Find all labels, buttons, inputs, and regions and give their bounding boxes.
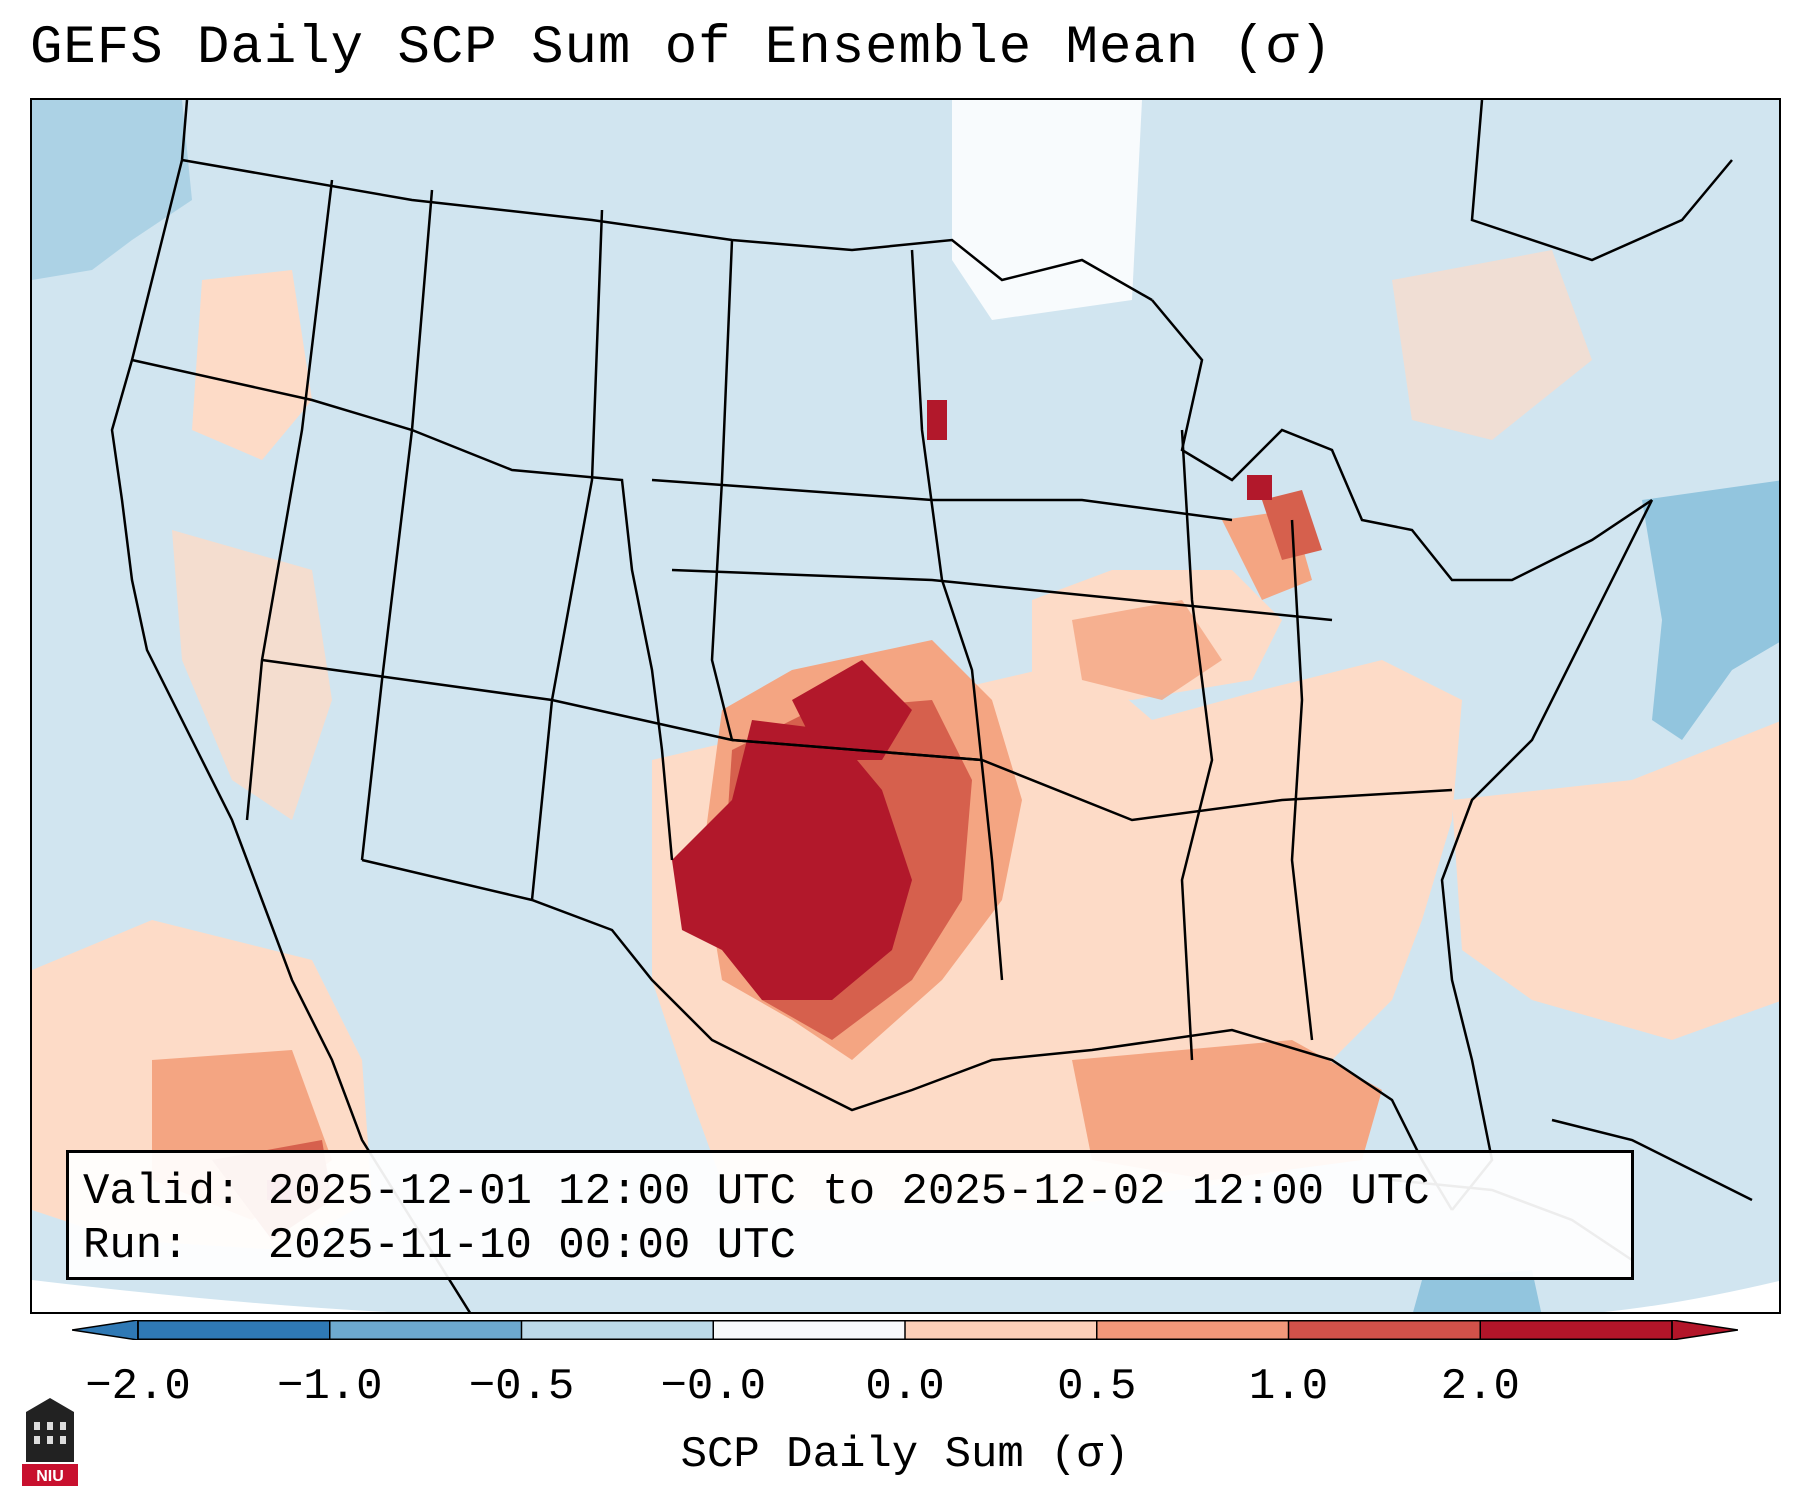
central-horizontal-line bbox=[651, 478, 1233, 522]
caribbean-islands-outline bbox=[1551, 1118, 1753, 1202]
light-positive-atlantic bbox=[1452, 721, 1779, 1040]
colorbar-segment bbox=[1096, 1320, 1289, 1340]
rocky-state-line bbox=[530, 209, 604, 901]
colorbar-tick-label: −0.0 bbox=[660, 1362, 767, 1412]
negative-patch-pacific bbox=[32, 100, 192, 280]
colorbar-segment bbox=[138, 1320, 331, 1340]
boundaries bbox=[110, 100, 1753, 1312]
colorbar bbox=[72, 1320, 1738, 1340]
colorbar-tick-label: −0.5 bbox=[468, 1362, 575, 1412]
max-positive-core bbox=[672, 720, 912, 1000]
run-row: Run: 2025-11-10 00:00 UTC bbox=[83, 1219, 1617, 1273]
colorbar-segment bbox=[329, 1320, 522, 1340]
valid-value: 2025-12-01 12:00 UTC to 2025-12-02 12:00… bbox=[267, 1167, 1430, 1217]
light-positive-northwest bbox=[192, 270, 312, 460]
colorbar-extend-max bbox=[1671, 1320, 1738, 1340]
colorbar-tick-label: 2.0 bbox=[1440, 1362, 1520, 1412]
scp-anomaly-field bbox=[32, 100, 1779, 1312]
colorbar-segment bbox=[1480, 1320, 1673, 1340]
mid-positive-illinois bbox=[1072, 600, 1222, 700]
run-value: 2025-11-10 00:00 UTC bbox=[267, 1221, 796, 1271]
logo-text: NIU bbox=[36, 1468, 64, 1485]
southern-horizontal-line bbox=[731, 738, 1453, 822]
mississippi-line bbox=[1180, 429, 1214, 1061]
map-svg bbox=[32, 100, 1779, 1312]
western-state-line bbox=[245, 179, 334, 821]
atlantic-coastline bbox=[1440, 499, 1654, 1211]
colorbar-segment bbox=[713, 1320, 906, 1340]
mountain-state-line bbox=[360, 189, 434, 861]
valid-label: Valid: bbox=[83, 1167, 242, 1217]
great-lakes-outline bbox=[1151, 299, 1653, 582]
colorbar-label: SCP Daily Sum (σ) bbox=[680, 1430, 1130, 1480]
northeast-outline bbox=[1470, 100, 1733, 262]
map-panel bbox=[30, 98, 1781, 1314]
colorbar-tick-label: 0.0 bbox=[865, 1362, 945, 1412]
near-zero-patch-canada bbox=[952, 100, 1142, 320]
valid-row: Valid: 2025-12-01 12:00 UTC to 2025-12-0… bbox=[83, 1165, 1617, 1219]
chart-title: GEFS Daily SCP Sum of Ensemble Mean (σ) bbox=[30, 18, 1333, 79]
mid-positive-gulf bbox=[1072, 1040, 1382, 1180]
plains-state-line-1 bbox=[710, 239, 734, 741]
gulf-coastline bbox=[361, 858, 1454, 1211]
colorbar-tick-label: −1.0 bbox=[276, 1362, 383, 1412]
colorbar-segment bbox=[1288, 1320, 1481, 1340]
max-positive-minnesota bbox=[927, 400, 947, 440]
light-positive-west bbox=[172, 530, 332, 820]
projection-edge-bottom-left bbox=[32, 1280, 388, 1312]
valid-run-info-box: Valid: 2025-12-01 12:00 UTC to 2025-12-0… bbox=[66, 1150, 1634, 1280]
negative-patch-caribbean bbox=[1413, 1270, 1542, 1312]
niu-logo-icon: NIU bbox=[22, 1398, 78, 1486]
run-label: Run: bbox=[83, 1221, 189, 1271]
central-horizontal-line-2 bbox=[671, 568, 1333, 622]
canada-border bbox=[181, 158, 1153, 302]
max-positive-michigan-core bbox=[1247, 475, 1272, 500]
max-positive-kansas bbox=[792, 660, 912, 760]
eastern-state-line bbox=[1290, 519, 1314, 1041]
colorbar-tick-label: −2.0 bbox=[85, 1362, 191, 1412]
pacific-coastline bbox=[110, 100, 471, 1312]
colorbar-tick-label: 0.5 bbox=[1057, 1362, 1137, 1412]
colorbar-segment bbox=[905, 1320, 1098, 1340]
projection-edge-bottom-right bbox=[1604, 1280, 1779, 1312]
light-positive-northeast bbox=[1392, 250, 1592, 440]
negative-patch-atlantic bbox=[1642, 480, 1779, 740]
colorbar-segment bbox=[521, 1320, 714, 1340]
plains-state-line-2 bbox=[910, 249, 1004, 981]
colorbar-tick-label: 1.0 bbox=[1248, 1362, 1329, 1412]
colorbar-extend-min bbox=[72, 1320, 139, 1340]
